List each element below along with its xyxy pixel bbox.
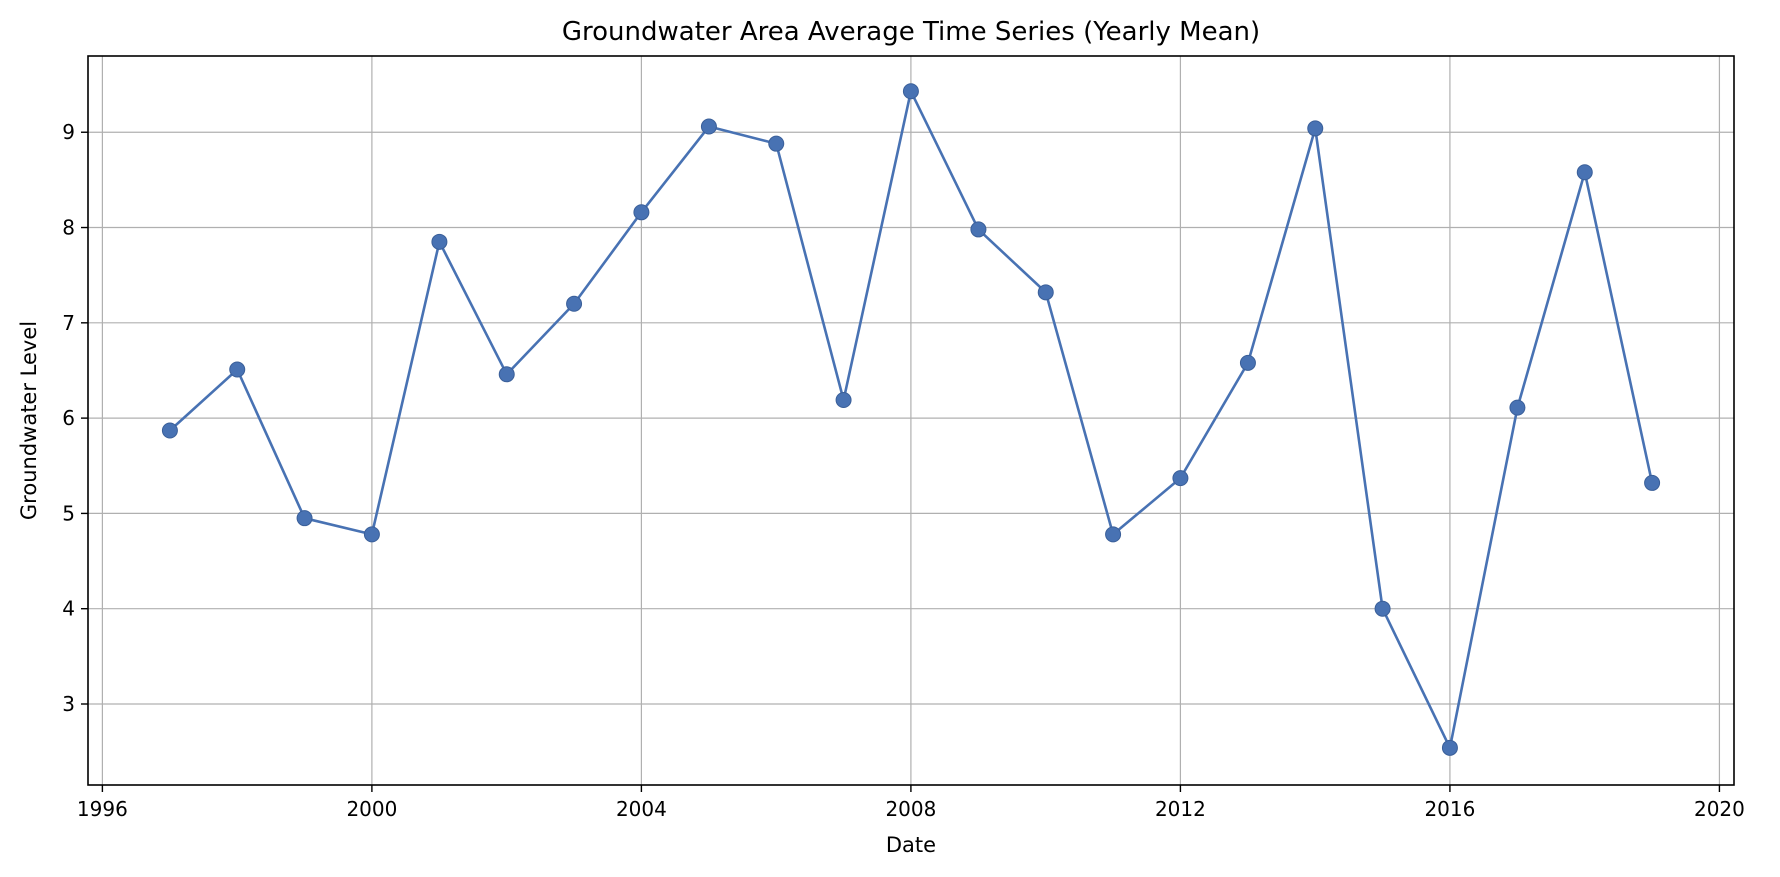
data-point (1374, 600, 1391, 617)
x-axis-label: Date (886, 833, 936, 857)
y-tick-label: 4 (62, 597, 75, 621)
x-tick-label: 2012 (1155, 797, 1206, 821)
x-tick-label: 2004 (616, 797, 667, 821)
data-point (229, 361, 246, 378)
y-tick-label: 5 (62, 501, 75, 525)
x-tick-label: 2000 (346, 797, 397, 821)
data-point (902, 83, 919, 100)
x-tick-label: 2020 (1694, 797, 1745, 821)
x-tick-label: 2016 (1424, 797, 1475, 821)
x-axis: 1996 2000 2004 2008 2012 2016 2020 (77, 785, 1745, 821)
data-point (1239, 354, 1256, 371)
data-point (1037, 284, 1054, 301)
data-point (970, 221, 987, 238)
y-tick-label: 6 (62, 406, 75, 430)
data-point (296, 510, 313, 527)
data-point (431, 233, 448, 250)
data-point (1509, 399, 1526, 416)
data-point (1172, 470, 1189, 487)
y-tick-label: 8 (62, 216, 75, 240)
data-point (1644, 474, 1661, 491)
data-series (161, 83, 1661, 756)
y-axis-label: Groundwater Level (17, 321, 41, 520)
data-point (768, 135, 785, 152)
data-point (1105, 526, 1122, 543)
data-point (1576, 164, 1593, 181)
y-tick-label: 7 (62, 311, 75, 335)
data-point (1307, 120, 1324, 137)
grid (88, 56, 1734, 785)
data-point (498, 366, 515, 383)
data-point (566, 295, 583, 312)
data-point (161, 422, 178, 439)
data-point (700, 118, 717, 135)
y-tick-label: 9 (62, 120, 75, 144)
data-point (633, 204, 650, 221)
chart-title: Groundwater Area Average Time Series (Ye… (562, 17, 1260, 47)
data-point (835, 392, 852, 409)
data-point (363, 526, 380, 543)
y-axis: 3 4 5 6 7 8 9 (62, 120, 88, 716)
x-tick-label: 2008 (885, 797, 936, 821)
y-tick-label: 3 (62, 692, 75, 716)
x-tick-label: 1996 (77, 797, 128, 821)
data-point (1441, 739, 1458, 756)
